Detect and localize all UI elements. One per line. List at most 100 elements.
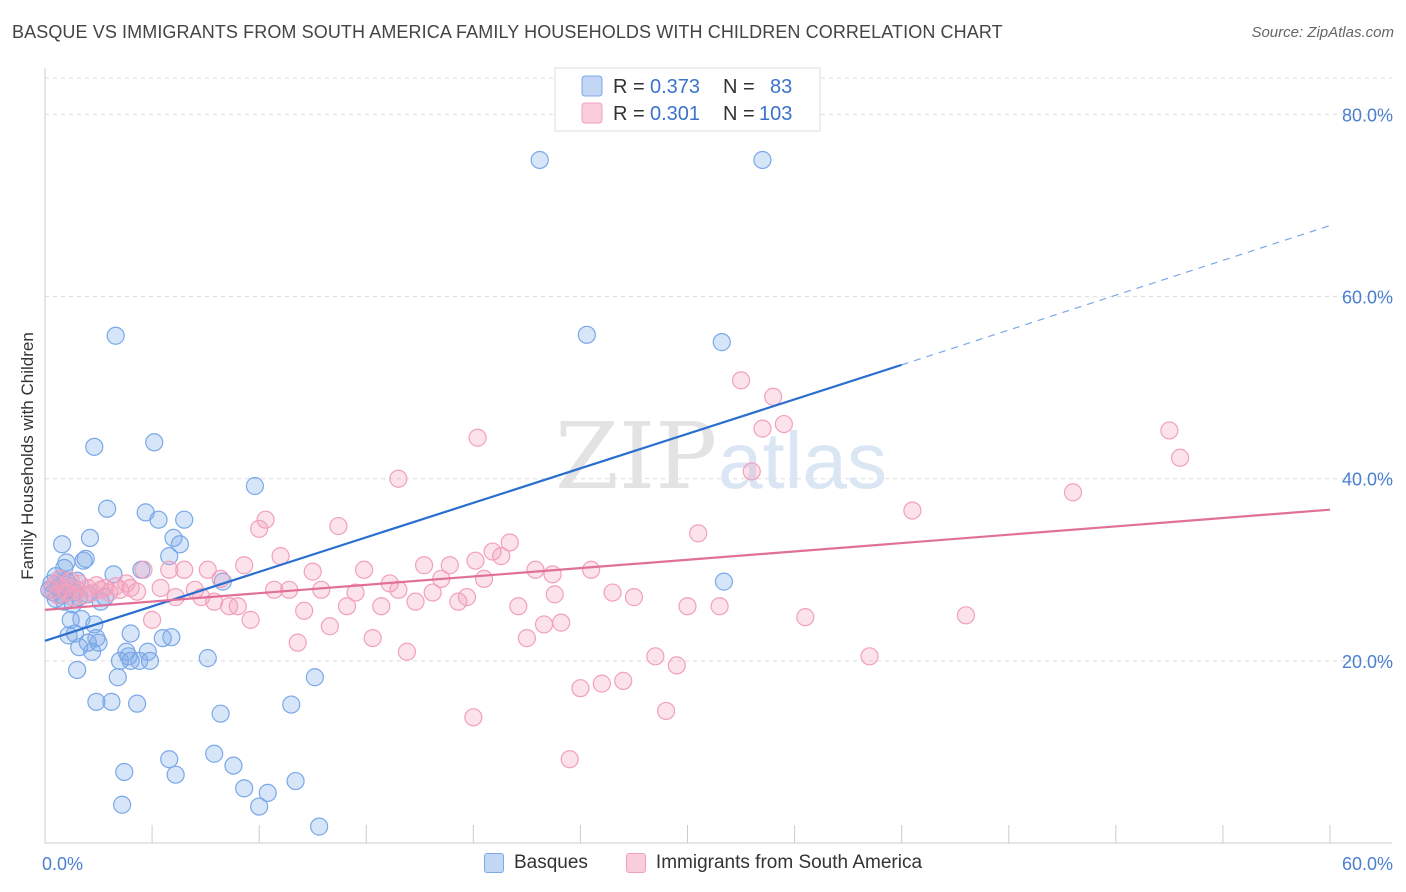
legend-r-label-0: R = — [613, 76, 645, 98]
point-basques-62 — [250, 797, 269, 816]
point-immigrants-56 — [406, 592, 425, 611]
point-immigrants-50 — [355, 560, 374, 579]
point-immigrants-98 — [464, 708, 483, 727]
point-immigrants-37 — [250, 519, 269, 538]
legend-swatch-immigrants-bottom — [625, 853, 646, 873]
point-immigrants-96 — [1160, 421, 1179, 440]
trend-lines — [44, 224, 1331, 642]
legend-swatch-basques — [581, 75, 603, 97]
legend-label-immigrants: Immigrants from South America — [655, 852, 923, 873]
point-immigrants-69 — [517, 628, 536, 648]
point-basques-76 — [121, 624, 140, 643]
point-basques-55 — [160, 750, 179, 769]
data-points — [40, 150, 1190, 836]
point-basques-26 — [83, 642, 102, 661]
y-tick-label-2: 60.0% — [1342, 288, 1393, 308]
point-basques-17 — [76, 549, 95, 568]
point-immigrants-51 — [363, 628, 382, 648]
point-immigrants-77 — [603, 583, 622, 602]
point-immigrants-52 — [372, 597, 391, 616]
watermark-zip: ZIP — [555, 403, 717, 510]
point-immigrants-23 — [142, 610, 162, 629]
source-label: Source: ZipAtlas.com — [1251, 24, 1394, 41]
point-immigrants-65 — [483, 542, 502, 561]
point-immigrants-74 — [571, 679, 590, 698]
x-tick-label-1: 60.0% — [1342, 854, 1393, 874]
bottom-legend: Basques Immigrants from South America — [0, 852, 1406, 874]
point-immigrants-78 — [614, 671, 633, 690]
point-basques-57 — [205, 744, 224, 763]
point-basques-47 — [160, 547, 179, 566]
y-axis-label: Family Households with Children — [18, 332, 37, 580]
point-immigrants-47 — [329, 516, 348, 536]
point-immigrants-75 — [582, 560, 601, 579]
point-immigrants-84 — [689, 524, 708, 543]
point-immigrants-49 — [346, 583, 365, 602]
point-basques-44 — [145, 433, 164, 452]
point-basques-54 — [127, 694, 147, 713]
point-immigrants-92 — [860, 647, 879, 666]
point-basques-61 — [245, 476, 264, 496]
legend-n-label-1: N = — [723, 103, 755, 125]
point-immigrants-22 — [134, 560, 153, 579]
point-basques-75 — [753, 150, 772, 170]
point-basques-45 — [149, 510, 168, 529]
point-basques-50 — [170, 535, 190, 554]
point-immigrants-46 — [320, 617, 339, 636]
legend-item-basques: Basques — [483, 852, 588, 874]
point-immigrants-43 — [295, 601, 314, 620]
point-basques-63 — [258, 783, 277, 803]
point-immigrants-85 — [710, 597, 729, 616]
point-immigrants-87 — [742, 462, 761, 481]
legend-r-label-1: R = — [613, 103, 645, 125]
point-immigrants-68 — [509, 597, 528, 616]
point-basques-10 — [53, 535, 72, 554]
point-immigrants-82 — [667, 656, 686, 675]
point-immigrants-57 — [414, 556, 434, 575]
point-immigrants-86 — [731, 371, 751, 390]
point-immigrants-90 — [774, 414, 793, 434]
x-tick-label-0: 0.0% — [42, 854, 83, 874]
trend-line-basques-extension — [901, 224, 1331, 366]
point-immigrants-21 — [127, 582, 147, 601]
stats-legend: R = 0.373 N = 83 R = 0.301 N = 103 — [554, 67, 821, 132]
point-immigrants-88 — [753, 419, 772, 438]
point-immigrants-38 — [256, 510, 275, 529]
point-immigrants-25 — [160, 560, 179, 579]
point-immigrants-36 — [241, 610, 260, 629]
point-basques-80 — [72, 609, 91, 629]
point-immigrants-61 — [449, 592, 468, 611]
point-immigrants-91 — [796, 608, 815, 627]
point-immigrants-67 — [500, 533, 519, 552]
legend-swatch-basques-bottom — [483, 853, 504, 873]
point-immigrants-71 — [534, 615, 554, 634]
point-basques-23 — [68, 660, 87, 680]
point-basques-72 — [530, 150, 549, 170]
trend-line-basques — [44, 363, 903, 642]
point-basques-35 — [110, 651, 130, 670]
point-basques-65 — [286, 771, 305, 791]
point-basques-68 — [115, 762, 134, 782]
point-basques-74 — [712, 333, 731, 352]
point-immigrants-34 — [228, 597, 247, 616]
point-immigrants-101 — [389, 469, 408, 488]
point-basques-64 — [282, 695, 301, 714]
chart-title: BASQUE VS IMMIGRANTS FROM SOUTH AMERICA … — [12, 22, 1003, 42]
point-immigrants-63 — [466, 551, 485, 570]
y-tick-label-3: 80.0% — [1342, 105, 1393, 125]
point-immigrants-62 — [457, 588, 477, 607]
point-immigrants-81 — [656, 701, 676, 721]
point-basques-56 — [166, 765, 185, 784]
point-immigrants-66 — [492, 547, 511, 566]
point-immigrants-64 — [474, 569, 494, 588]
point-immigrants-89 — [764, 387, 783, 406]
point-immigrants-80 — [646, 647, 665, 666]
point-basques-32 — [98, 499, 117, 518]
y-tick-label-0: 20.0% — [1342, 652, 1393, 672]
legend-r-value-1: 0.301 — [650, 103, 700, 125]
point-basques-48 — [162, 628, 181, 647]
point-immigrants-39 — [265, 580, 284, 599]
point-basques-52 — [87, 692, 106, 711]
legend-n-value-1: 103 — [759, 103, 792, 125]
point-basques-77 — [198, 649, 217, 668]
